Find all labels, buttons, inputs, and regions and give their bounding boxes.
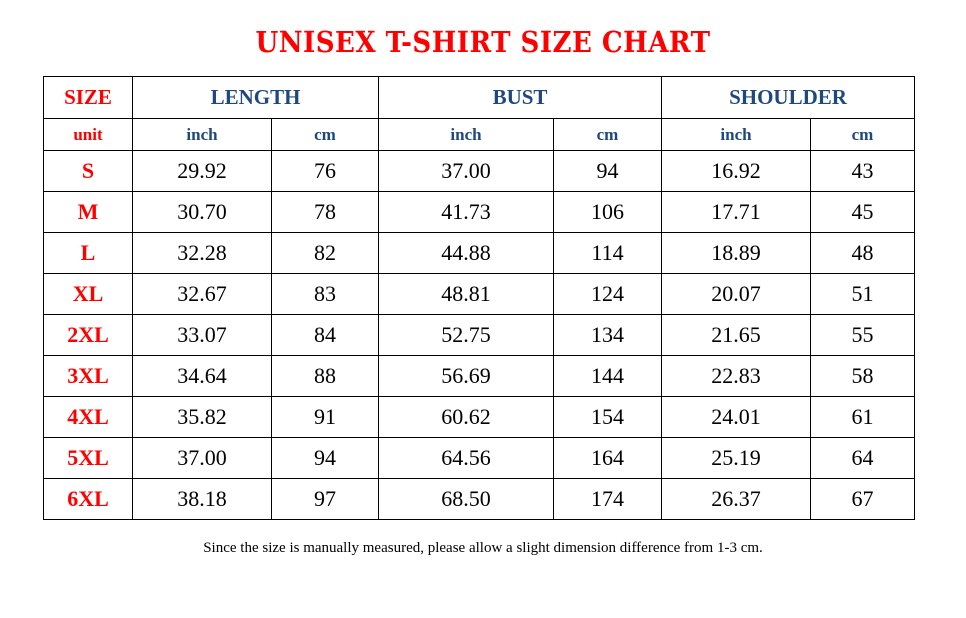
- unit-inch: inch: [132, 118, 272, 151]
- cell-shoulder-in: 26.37: [661, 478, 811, 520]
- cell-size: S: [43, 150, 133, 192]
- table-row: 2XL 33.07 84 52.75 134 21.65 55: [43, 314, 915, 356]
- header-row: SIZE LENGTH BUST SHOULDER: [43, 76, 915, 119]
- cell-bust-in: 60.62: [378, 396, 554, 438]
- cell-length-cm: 83: [271, 273, 379, 315]
- cell-bust-in: 52.75: [378, 314, 554, 356]
- cell-shoulder-cm: 58: [810, 355, 915, 397]
- cell-bust-cm: 154: [553, 396, 662, 438]
- cell-length-cm: 82: [271, 232, 379, 274]
- cell-shoulder-cm: 45: [810, 191, 915, 233]
- cell-length-in: 30.70: [132, 191, 272, 233]
- cell-shoulder-in: 21.65: [661, 314, 811, 356]
- cell-shoulder-in: 16.92: [661, 150, 811, 192]
- cell-size: XL: [43, 273, 133, 315]
- cell-shoulder-cm: 64: [810, 437, 915, 479]
- cell-shoulder-cm: 48: [810, 232, 915, 274]
- cell-size: M: [43, 191, 133, 233]
- unit-inch: inch: [661, 118, 811, 151]
- cell-bust-in: 64.56: [378, 437, 554, 479]
- unit-inch: inch: [378, 118, 554, 151]
- cell-length-in: 32.28: [132, 232, 272, 274]
- cell-length-in: 33.07: [132, 314, 272, 356]
- cell-bust-cm: 124: [553, 273, 662, 315]
- header-shoulder: SHOULDER: [661, 76, 915, 119]
- chart-title: UNISEX T-SHIRT SIZE CHART: [255, 25, 711, 59]
- table-row: 6XL 38.18 97 68.50 174 26.37 67: [43, 478, 915, 520]
- table-row: 5XL 37.00 94 64.56 164 25.19 64: [43, 437, 915, 479]
- cell-length-cm: 84: [271, 314, 379, 356]
- unit-label: unit: [43, 118, 133, 151]
- cell-shoulder-in: 24.01: [661, 396, 811, 438]
- cell-length-cm: 76: [271, 150, 379, 192]
- table-row: M 30.70 78 41.73 106 17.71 45: [43, 191, 915, 233]
- cell-bust-cm: 164: [553, 437, 662, 479]
- cell-length-in: 29.92: [132, 150, 272, 192]
- cell-size: 5XL: [43, 437, 133, 479]
- cell-bust-in: 44.88: [378, 232, 554, 274]
- cell-size: 4XL: [43, 396, 133, 438]
- cell-bust-cm: 106: [553, 191, 662, 233]
- cell-shoulder-in: 22.83: [661, 355, 811, 397]
- cell-shoulder-in: 25.19: [661, 437, 811, 479]
- cell-bust-in: 48.81: [378, 273, 554, 315]
- cell-length-in: 35.82: [132, 396, 272, 438]
- size-table: SIZE LENGTH BUST SHOULDER unit inch cm i…: [43, 76, 915, 520]
- cell-length-in: 37.00: [132, 437, 272, 479]
- cell-shoulder-cm: 67: [810, 478, 915, 520]
- table-row: S 29.92 76 37.00 94 16.92 43: [43, 150, 915, 192]
- unit-cm: cm: [810, 118, 915, 151]
- cell-length-in: 38.18: [132, 478, 272, 520]
- header-length: LENGTH: [132, 76, 379, 119]
- cell-length-cm: 94: [271, 437, 379, 479]
- header-bust: BUST: [378, 76, 662, 119]
- cell-bust-in: 37.00: [378, 150, 554, 192]
- cell-length-cm: 97: [271, 478, 379, 520]
- cell-shoulder-in: 17.71: [661, 191, 811, 233]
- cell-length-cm: 78: [271, 191, 379, 233]
- table-row: 4XL 35.82 91 60.62 154 24.01 61: [43, 396, 915, 438]
- cell-bust-in: 68.50: [378, 478, 554, 520]
- measurement-note: Since the size is manually measured, ple…: [203, 540, 763, 556]
- cell-length-cm: 88: [271, 355, 379, 397]
- cell-bust-cm: 174: [553, 478, 662, 520]
- cell-bust-in: 56.69: [378, 355, 554, 397]
- cell-bust-in: 41.73: [378, 191, 554, 233]
- table-row: XL 32.67 83 48.81 124 20.07 51: [43, 273, 915, 315]
- cell-length-in: 32.67: [132, 273, 272, 315]
- cell-size: 6XL: [43, 478, 133, 520]
- cell-shoulder-cm: 61: [810, 396, 915, 438]
- unit-row: unit inch cm inch cm inch cm: [43, 118, 915, 151]
- header-size: SIZE: [43, 76, 133, 119]
- cell-length-in: 34.64: [132, 355, 272, 397]
- table-row: L 32.28 82 44.88 114 18.89 48: [43, 232, 915, 274]
- cell-shoulder-in: 18.89: [661, 232, 811, 274]
- table-row: 3XL 34.64 88 56.69 144 22.83 58: [43, 355, 915, 397]
- cell-shoulder-cm: 55: [810, 314, 915, 356]
- cell-shoulder-cm: 51: [810, 273, 915, 315]
- cell-shoulder-in: 20.07: [661, 273, 811, 315]
- unit-cm: cm: [553, 118, 662, 151]
- cell-bust-cm: 134: [553, 314, 662, 356]
- cell-shoulder-cm: 43: [810, 150, 915, 192]
- cell-bust-cm: 144: [553, 355, 662, 397]
- cell-length-cm: 91: [271, 396, 379, 438]
- unit-cm: cm: [271, 118, 379, 151]
- cell-size: 3XL: [43, 355, 133, 397]
- cell-bust-cm: 114: [553, 232, 662, 274]
- cell-size: 2XL: [43, 314, 133, 356]
- cell-size: L: [43, 232, 133, 274]
- cell-bust-cm: 94: [553, 150, 662, 192]
